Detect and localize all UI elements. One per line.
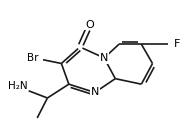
Text: F: F bbox=[174, 39, 180, 49]
Text: O: O bbox=[85, 20, 94, 30]
Text: Br: Br bbox=[27, 53, 38, 63]
Text: H₂N: H₂N bbox=[8, 81, 28, 91]
Text: N: N bbox=[100, 53, 108, 63]
Text: N: N bbox=[91, 87, 99, 97]
